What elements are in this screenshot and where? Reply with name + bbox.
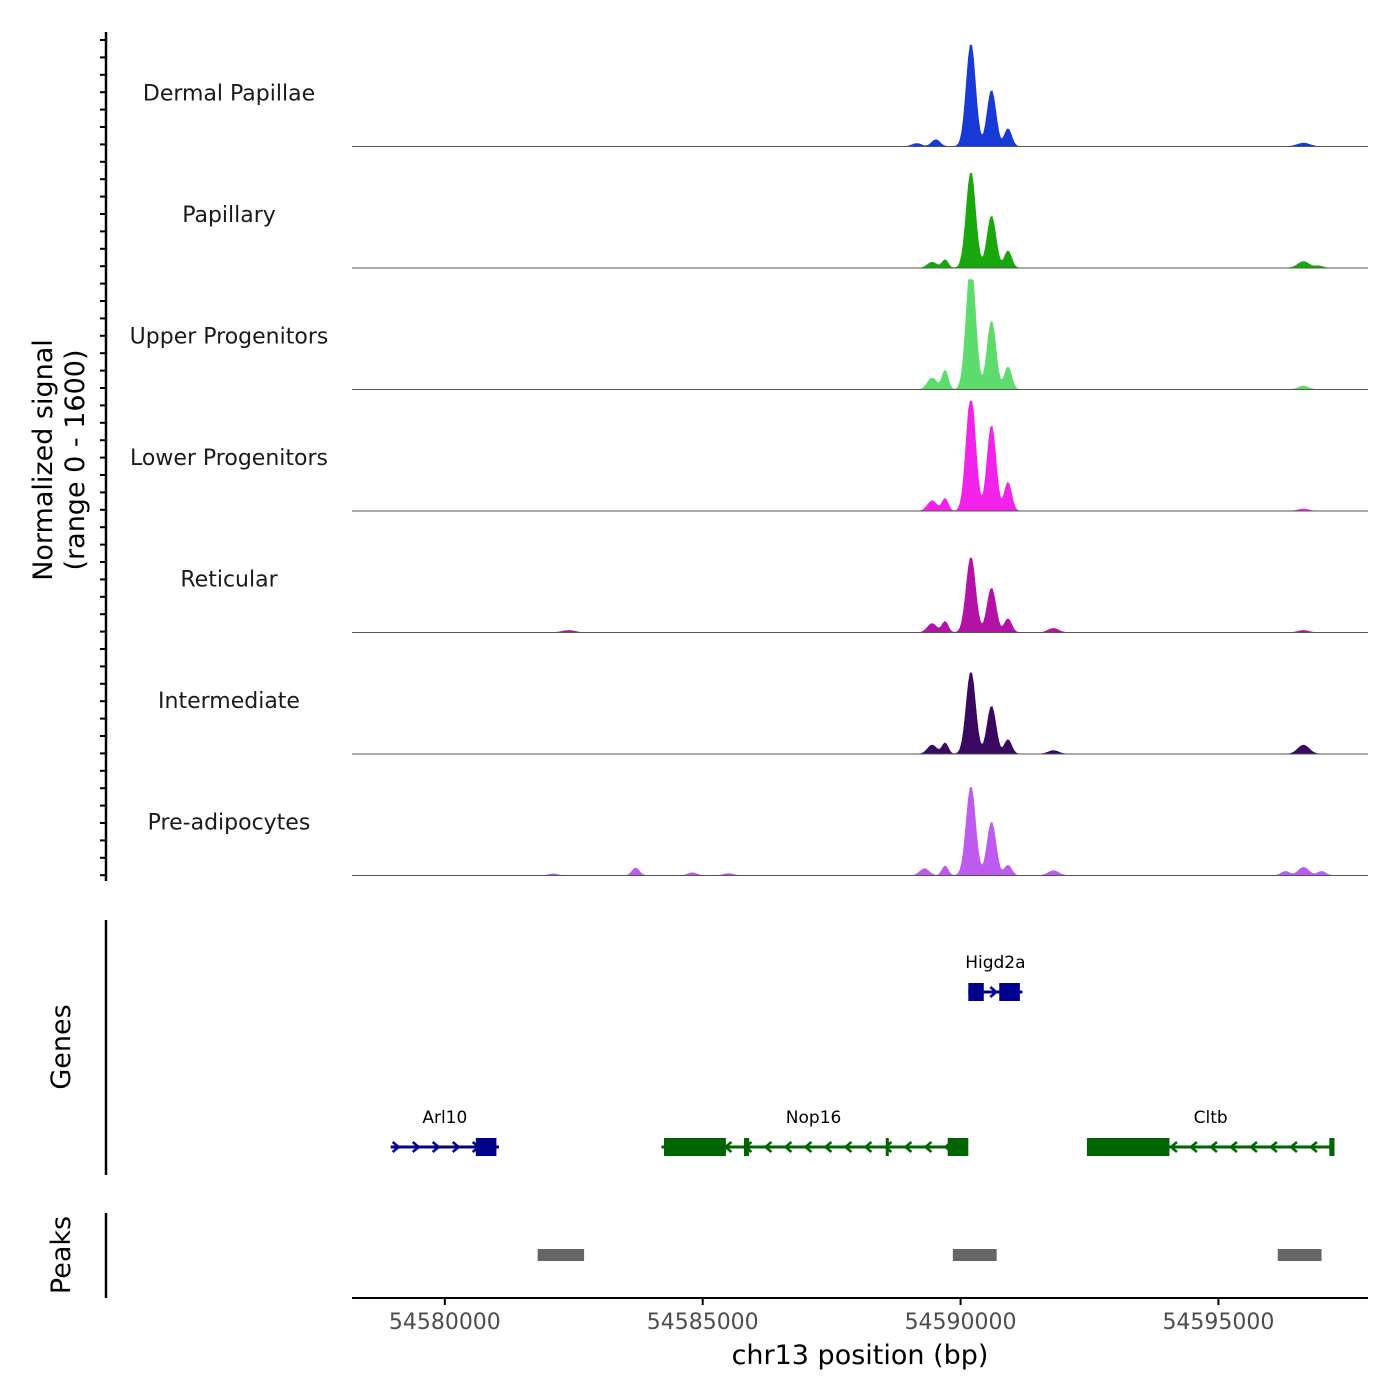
track-pre-adipocytes: Pre-adipocytes [148, 787, 1368, 876]
strand-arrow [823, 1141, 833, 1153]
gene-nop16: Nop16 [661, 1108, 969, 1156]
exon [885, 1138, 889, 1156]
signal-area [352, 279, 1368, 390]
strand-arrow [923, 1141, 933, 1153]
y-axis-title-line2: (range 0 - 1600) [60, 350, 91, 571]
strand-arrow [989, 986, 999, 998]
signal-tracks: Dermal Papillae Papillary Upper Progenitor… [130, 44, 1368, 876]
signal-area [352, 787, 1368, 876]
gene-arl10: Arl10 [390, 1108, 499, 1156]
strand-arrow [903, 1141, 913, 1153]
genes-panel-label: Genes [46, 1004, 77, 1089]
x-tick-label: 54590000 [905, 1310, 1017, 1335]
gene-label: Nop16 [786, 1108, 842, 1128]
signal-area [352, 44, 1368, 147]
strand-arrow [1268, 1141, 1278, 1153]
peaks-panel-label: Peaks [46, 1216, 77, 1294]
strand-arrow [803, 1141, 813, 1153]
x-axis-ticks: 54580000 54585000 54590000 54595000 [389, 1298, 1274, 1335]
x-tick-label: 54580000 [389, 1310, 501, 1335]
exon [968, 983, 974, 1001]
exon [1329, 1138, 1335, 1156]
track-reticular: Reticular [180, 557, 1368, 633]
gene-annotations: Higd2a Arl10 Nop16 Cltb [390, 953, 1335, 1156]
strand-arrow [431, 1141, 441, 1153]
strand-arrow [1248, 1141, 1258, 1153]
strand-arrow [1288, 1141, 1298, 1153]
x-axis-title: chr13 position (bp) [732, 1340, 989, 1371]
exon [947, 1138, 969, 1156]
track-label: Papillary [182, 203, 276, 228]
track-label: Reticular [180, 568, 278, 593]
strand-arrow [863, 1141, 873, 1153]
signal-area [352, 400, 1368, 512]
strand-arrow [783, 1141, 793, 1153]
x-tick-label: 54585000 [647, 1310, 759, 1335]
peak-region [1277, 1249, 1322, 1261]
strand-arrow [763, 1141, 773, 1153]
strand-arrow [1228, 1141, 1238, 1153]
gene-cltb: Cltb [1086, 1108, 1335, 1156]
signal-area [352, 672, 1368, 755]
track-lower-progenitors: Lower Progenitors [130, 400, 1368, 512]
exon [475, 1138, 497, 1156]
strand-arrow [843, 1141, 853, 1153]
peak-region [537, 1249, 585, 1261]
track-papillary: Papillary [182, 172, 1368, 269]
x-tick-label: 54595000 [1162, 1310, 1274, 1335]
strand-arrow [411, 1141, 421, 1153]
signal-area [352, 172, 1368, 269]
track-intermediate: Intermediate [158, 672, 1368, 755]
strand-arrow [883, 1141, 893, 1153]
track-label: Intermediate [158, 689, 300, 714]
exon [664, 1138, 726, 1156]
track-upper-progenitors: Upper Progenitors [130, 279, 1368, 390]
strand-arrow [1188, 1141, 1198, 1153]
gene-label: Higd2a [965, 953, 1025, 973]
gene-label: Arl10 [422, 1108, 467, 1128]
exon [973, 983, 984, 1001]
track-dermal-papillae: Dermal Papillae [143, 44, 1368, 147]
gene-label: Cltb [1194, 1108, 1228, 1128]
exon [1086, 1138, 1170, 1156]
track-label: Pre-adipocytes [148, 811, 311, 836]
peak-regions [537, 1249, 1322, 1261]
peak-region [952, 1249, 997, 1261]
signal-area [352, 557, 1368, 633]
strand-arrow [1208, 1141, 1218, 1153]
y-axis-title-line1: Normalized signal [28, 339, 59, 581]
strand-arrow [1168, 1141, 1178, 1153]
strand-arrow [1308, 1141, 1318, 1153]
strand-arrow [391, 1141, 401, 1153]
track-label: Lower Progenitors [130, 446, 328, 471]
exon [999, 983, 1020, 1001]
exon [743, 1138, 750, 1156]
strand-arrow [451, 1141, 461, 1153]
track-label: Upper Progenitors [130, 325, 329, 350]
signal-y-ticks [100, 39, 106, 877]
track-label: Dermal Papillae [143, 82, 315, 107]
gene-higd2a: Higd2a [965, 953, 1026, 1001]
